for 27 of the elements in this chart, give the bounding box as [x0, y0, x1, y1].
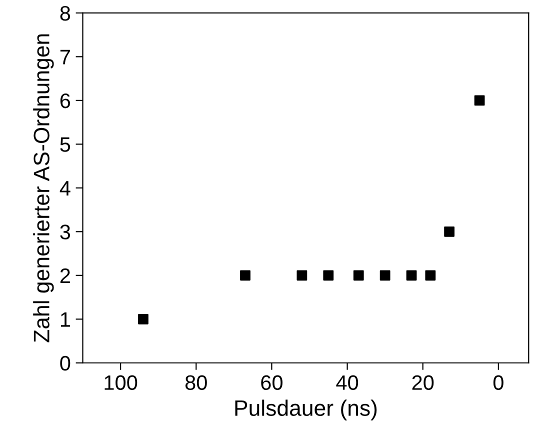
y-tick-label: 1 [60, 312, 70, 327]
point [240, 270, 250, 281]
point [406, 270, 417, 281]
point [353, 270, 364, 281]
y-tick-label: 2 [60, 268, 70, 283]
x-tick-label: 80 [185, 375, 207, 390]
point [444, 226, 454, 237]
y-tick-label: 8 [60, 6, 70, 21]
point [323, 270, 334, 281]
point [474, 95, 485, 106]
y-tick-label: 6 [60, 93, 70, 108]
point [296, 270, 308, 281]
x-tick-label: 0 [493, 375, 504, 390]
y-tick-label: 7 [60, 50, 70, 64]
x-axis-title: Pulsdauer (ns) [235, 400, 377, 420]
x-tick-label: 40 [336, 375, 358, 390]
point [425, 270, 436, 281]
y-tick-label: 0 [60, 356, 70, 371]
x-tick-label: 100 [104, 375, 138, 390]
point [138, 314, 148, 324]
y-tick-label: 3 [60, 224, 70, 240]
x-tick-label: 20 [412, 375, 434, 390]
y-tick-label: 4 [60, 181, 70, 196]
y-axis-title: Zahl generierter AS-Ordnungen [33, 34, 54, 342]
x-tick-label: 60 [261, 375, 282, 390]
point [380, 270, 390, 281]
y-tick-label: 5 [60, 137, 70, 152]
